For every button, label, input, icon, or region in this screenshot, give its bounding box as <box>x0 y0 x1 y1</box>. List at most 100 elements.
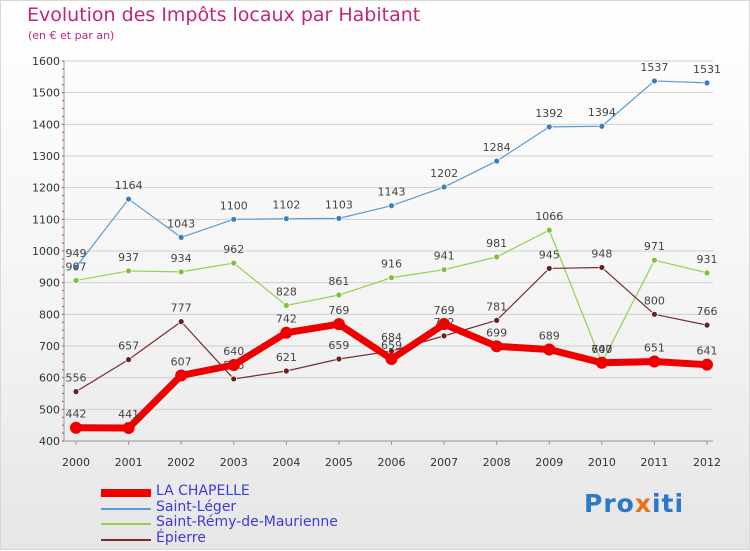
data-point-la-chapelle <box>227 359 240 371</box>
data-point-epierre <box>545 265 553 272</box>
data-point-la-chapelle <box>122 422 135 435</box>
data-label-saint-remy-de-maurienne: 828 <box>276 285 297 298</box>
data-point-epierre <box>335 355 343 363</box>
data-label-la-chapelle: 640 <box>223 345 244 358</box>
y-tick-label: 1100 <box>32 213 60 226</box>
data-label-la-chapelle: 742 <box>276 313 297 326</box>
logo-part-3: iti <box>651 489 685 518</box>
data-label-saint-leger: 1537 <box>640 61 668 74</box>
data-label-la-chapelle: 442 <box>66 408 87 421</box>
data-point-saint-remy-de-maurienne <box>703 269 711 277</box>
data-label-epierre: 781 <box>486 300 507 313</box>
data-point-la-chapelle <box>70 421 82 434</box>
data-point-epierre <box>651 310 658 318</box>
x-tick-label: 2001 <box>115 456 143 469</box>
data-label-saint-leger: 1392 <box>535 107 563 120</box>
data-point-la-chapelle <box>385 352 398 365</box>
y-tick-label: 1500 <box>32 87 60 100</box>
data-label-saint-leger: 949 <box>66 247 87 260</box>
y-tick-label: 400 <box>39 435 60 448</box>
data-label-epierre: 945 <box>539 248 560 261</box>
data-label-epierre: 657 <box>118 340 139 353</box>
data-point-saint-remy-de-maurienne <box>177 268 185 276</box>
x-tick-label: 2011 <box>640 456 668 469</box>
data-point-saint-leger <box>545 123 553 131</box>
x-tick-label: 2002 <box>167 456 195 469</box>
data-point-epierre <box>125 356 132 364</box>
x-tick-label: 2000 <box>62 456 90 469</box>
data-label-saint-leger: 1394 <box>588 106 616 119</box>
data-point-saint-leger <box>493 157 501 165</box>
y-tick-label: 1000 <box>32 245 60 258</box>
data-point-la-chapelle <box>595 356 608 369</box>
data-point-epierre <box>703 321 711 329</box>
data-label-saint-remy-de-maurienne: 971 <box>644 240 665 253</box>
data-point-saint-remy-de-maurienne <box>493 253 501 261</box>
data-point-saint-leger <box>335 214 343 222</box>
data-point-saint-remy-de-maurienne <box>651 256 658 264</box>
data-label-la-chapelle: 441 <box>118 408 139 421</box>
data-point-la-chapelle <box>701 358 713 371</box>
data-label-epierre: 948 <box>591 247 612 260</box>
data-point-la-chapelle <box>280 326 293 339</box>
data-point-saint-remy-de-maurienne <box>545 226 553 234</box>
data-label-saint-remy-de-maurienne: 937 <box>118 251 139 264</box>
data-label-saint-leger: 1164 <box>115 179 143 192</box>
x-tick-label: 2003 <box>220 456 248 469</box>
data-point-la-chapelle <box>175 369 188 382</box>
legend-label-la-chapelle: LA CHAPELLE <box>156 483 250 499</box>
y-tick-label: 900 <box>39 277 60 290</box>
data-label-saint-remy-de-maurienne: 981 <box>486 237 507 250</box>
data-label-saint-remy-de-maurienne: 647 <box>591 343 612 356</box>
data-label-saint-remy-de-maurienne: 931 <box>697 253 718 266</box>
data-point-epierre <box>598 264 606 271</box>
data-point-saint-remy-de-maurienne <box>125 267 132 275</box>
legend-swatch-la-chapelle <box>101 489 151 497</box>
y-tick-label: 700 <box>39 340 60 353</box>
y-tick-label: 1400 <box>32 118 60 131</box>
data-point-saint-leger <box>72 263 80 271</box>
legend-swatch-saint-remy <box>101 523 151 525</box>
data-label-la-chapelle: 607 <box>171 355 192 368</box>
data-label-epierre: 621 <box>276 351 297 364</box>
data-label-saint-leger: 1043 <box>167 217 195 230</box>
data-label-saint-leger: 1103 <box>325 198 353 211</box>
data-point-epierre <box>72 388 80 396</box>
x-tick-label: 2007 <box>430 456 458 469</box>
data-point-saint-leger <box>440 183 448 191</box>
legend-label-saint-remy: Saint-Rémy-de-Maurienne <box>156 514 338 530</box>
data-label-epierre: 800 <box>644 294 665 307</box>
data-label-epierre: 684 <box>381 331 402 344</box>
data-point-saint-leger <box>282 215 290 223</box>
series-line-epierre <box>75 266 708 393</box>
logo-part-2: x <box>634 489 652 518</box>
y-tick-label: 600 <box>39 372 60 385</box>
data-label-la-chapelle: 769 <box>328 304 349 317</box>
data-point-la-chapelle <box>438 318 451 331</box>
data-point-saint-remy-de-maurienne <box>388 274 395 282</box>
data-point-la-chapelle <box>490 340 503 353</box>
data-point-saint-leger <box>177 233 185 241</box>
y-tick-label: 1300 <box>32 150 60 163</box>
data-label-saint-leger: 1100 <box>220 199 248 212</box>
legend-label-epierre: Épierre <box>156 530 206 546</box>
data-point-epierre <box>177 318 185 326</box>
data-label-saint-leger: 1102 <box>272 199 300 212</box>
data-point-la-chapelle <box>648 355 661 368</box>
data-point-epierre <box>282 367 290 375</box>
data-label-la-chapelle: 689 <box>539 329 560 342</box>
logo-part-1: Pro <box>584 489 635 518</box>
data-point-saint-remy-de-maurienne <box>440 266 448 274</box>
data-point-saint-remy-de-maurienne <box>230 259 238 267</box>
y-tick-label: 1600 <box>32 55 60 68</box>
data-point-epierre <box>440 332 448 340</box>
data-label-saint-leger: 1143 <box>378 186 406 199</box>
legend-swatch-saint-leger <box>101 508 151 510</box>
chart-subtitle: (en € et par an) <box>28 29 115 42</box>
data-label-epierre: 659 <box>328 339 349 352</box>
y-tick-label: 1200 <box>32 182 60 195</box>
data-point-epierre <box>493 316 501 324</box>
data-point-saint-leger <box>703 79 711 87</box>
